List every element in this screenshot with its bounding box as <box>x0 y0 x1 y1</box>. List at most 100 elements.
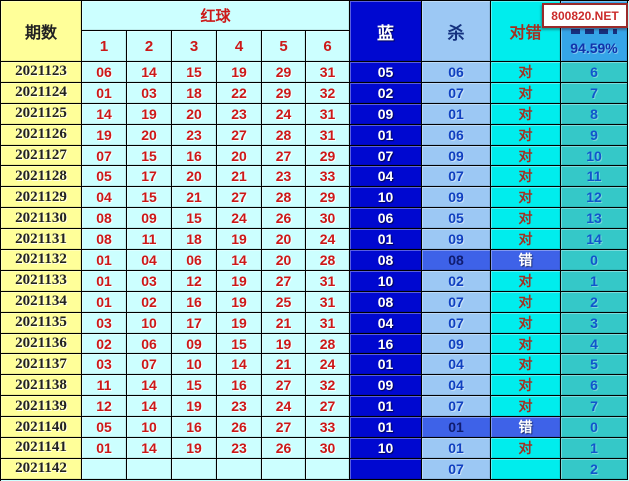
red-ball-cell: 08 <box>82 229 127 251</box>
period-cell: 2021140 <box>1 417 82 439</box>
red-ball-cell: 27 <box>262 417 306 439</box>
blue-ball-cell: 04 <box>350 166 422 188</box>
red-ball-cell: 28 <box>262 187 306 209</box>
blue-ball-cell: 01 <box>350 229 422 251</box>
red-ball-cell: 21 <box>262 312 306 334</box>
red-ball-cell: 15 <box>172 208 217 230</box>
red-ball-cell: 24 <box>306 229 350 251</box>
red-ball-cell: 24 <box>262 103 306 125</box>
red-ball-cell: 23 <box>217 438 262 459</box>
red-ball-cell: 18 <box>172 229 217 251</box>
red-ball-cell: 10 <box>127 312 172 334</box>
kill-number-cell: 01 <box>422 417 491 439</box>
judge-result-cell: 对 <box>491 103 561 125</box>
red-ball-cell: 02 <box>82 333 127 355</box>
judge-result-cell <box>491 458 561 480</box>
red-ball-cell: 01 <box>82 82 127 104</box>
red-ball-cell: 17 <box>127 166 172 188</box>
accuracy-rate-value: 94.59% <box>570 40 618 56</box>
red-ball-cell: 11 <box>82 375 127 397</box>
red-ball-cell: 14 <box>127 396 172 418</box>
red-ball-cell: 19 <box>217 270 262 292</box>
streak-count-cell: 6 <box>561 375 628 397</box>
red-ball-cell: 29 <box>306 145 350 167</box>
blue-ball-cell: 09 <box>350 103 422 125</box>
site-watermark: 800820.NET <box>542 3 628 28</box>
red-ball-cell: 23 <box>262 166 306 188</box>
red-ball-cell: 07 <box>82 145 127 167</box>
period-cell: 2021138 <box>1 375 82 397</box>
red-ball-cell: 15 <box>217 333 262 355</box>
judge-result-cell: 对 <box>491 291 561 313</box>
red-ball-cell: 25 <box>262 291 306 313</box>
red-ball-cell: 11 <box>127 229 172 251</box>
red-ball-cell: 29 <box>262 82 306 104</box>
red-ball-cell: 20 <box>262 250 306 271</box>
period-cell: 2021131 <box>1 229 82 251</box>
streak-count-cell: 0 <box>561 250 628 271</box>
judge-result-cell: 对 <box>491 270 561 292</box>
red-ball-cell: 01 <box>82 291 127 313</box>
kill-number-cell: 07 <box>422 82 491 104</box>
red-ball-cell <box>306 458 350 480</box>
red-ball-cell: 03 <box>82 354 127 376</box>
red-ball-cell: 19 <box>172 438 217 459</box>
red-ball-cell: 32 <box>306 375 350 397</box>
red-ball-cell: 28 <box>262 124 306 146</box>
streak-count-cell: 6 <box>561 62 628 83</box>
red-ball-cell: 14 <box>217 354 262 376</box>
blue-ball-cell: 10 <box>350 187 422 209</box>
streak-count-cell: 7 <box>561 82 628 104</box>
streak-count-cell: 12 <box>561 187 628 209</box>
period-cell: 2021124 <box>1 82 82 104</box>
red-ball-cell: 14 <box>127 438 172 459</box>
red-ball-cell: 03 <box>127 270 172 292</box>
period-cell: 2021126 <box>1 124 82 146</box>
red-ball-cell: 27 <box>217 124 262 146</box>
period-cell: 2021123 <box>1 62 82 83</box>
kill-number-cell: 02 <box>422 270 491 292</box>
red-ball-cell: 24 <box>306 354 350 376</box>
streak-count-cell: 9 <box>561 124 628 146</box>
period-column-header: 期数 <box>1 1 82 62</box>
red-ball-cell <box>262 458 306 480</box>
red-ball-cell: 20 <box>172 103 217 125</box>
streak-count-cell: 2 <box>561 458 628 480</box>
red-ball-cell: 16 <box>217 375 262 397</box>
red-ball-cell: 27 <box>262 145 306 167</box>
red-ball-cell: 27 <box>262 270 306 292</box>
kill-number-cell: 06 <box>422 124 491 146</box>
judge-result-cell: 对 <box>491 82 561 104</box>
red-col-2-header: 2 <box>127 31 172 62</box>
red-balls-header: 红球 <box>82 1 350 31</box>
red-ball-cell <box>172 458 217 480</box>
red-ball-cell: 01 <box>82 438 127 459</box>
red-ball-cell: 16 <box>172 145 217 167</box>
kill-number-cell: 04 <box>422 354 491 376</box>
kill-number-cell: 06 <box>422 62 491 83</box>
red-ball-cell: 20 <box>262 229 306 251</box>
red-ball-cell: 18 <box>172 82 217 104</box>
red-ball-cell: 09 <box>172 333 217 355</box>
red-ball-cell: 33 <box>306 417 350 439</box>
judge-result-cell: 对 <box>491 62 561 83</box>
streak-count-cell: 1 <box>561 270 628 292</box>
red-ball-cell: 14 <box>127 62 172 83</box>
red-ball-cell: 03 <box>82 312 127 334</box>
red-ball-cell: 22 <box>217 82 262 104</box>
red-ball-cell: 14 <box>217 250 262 271</box>
red-col-4-header: 4 <box>217 31 262 62</box>
blue-ball-column-header: 蓝 <box>350 1 422 62</box>
red-ball-cell: 06 <box>82 62 127 83</box>
judge-result-cell: 对 <box>491 229 561 251</box>
red-ball-cell: 19 <box>217 312 262 334</box>
red-ball-cell: 31 <box>306 62 350 83</box>
red-ball-cell: 19 <box>172 396 217 418</box>
red-ball-cell: 12 <box>172 270 217 292</box>
obscured-text-fragment <box>571 29 617 34</box>
blue-ball-cell: 01 <box>350 124 422 146</box>
judge-result-cell: 对 <box>491 438 561 459</box>
red-ball-cell: 02 <box>127 291 172 313</box>
red-ball-cell: 07 <box>127 354 172 376</box>
blue-ball-cell: 08 <box>350 291 422 313</box>
